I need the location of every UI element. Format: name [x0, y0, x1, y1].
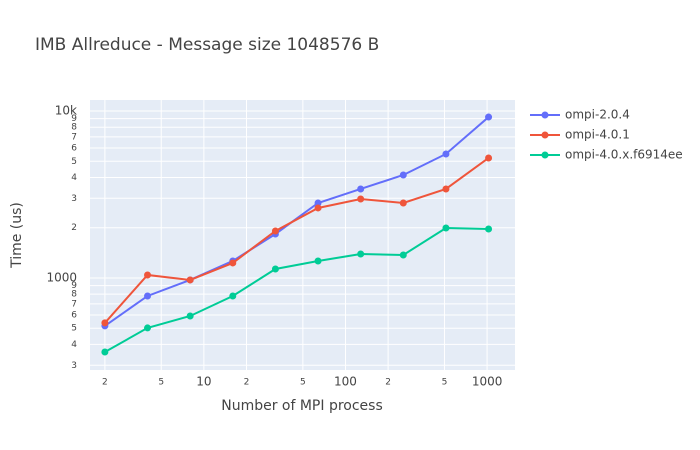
- data-point: [442, 150, 450, 158]
- x-tick-label: 2: [102, 378, 108, 388]
- legend-label: ompi-4.0.x.f6914ee: [565, 148, 683, 162]
- y-tick-label: 3: [71, 361, 77, 371]
- data-point: [144, 324, 152, 332]
- x-tick-label: 5: [300, 378, 306, 388]
- x-tick-label: 10: [196, 375, 211, 389]
- y-tick-label: 6: [71, 144, 77, 154]
- legend-marker: [541, 131, 549, 139]
- x-axis-label: Number of MPI process: [221, 398, 383, 414]
- x-tick-label: 5: [158, 378, 164, 388]
- legend-label: ompi-4.0.1: [565, 128, 630, 142]
- legend-marker: [541, 151, 549, 159]
- series-line: [104, 226, 489, 353]
- data-point: [357, 250, 365, 258]
- x-tick-label: 2: [385, 378, 391, 388]
- y-tick-label: 3: [71, 194, 77, 204]
- data-point: [101, 319, 109, 327]
- series-line: [104, 157, 490, 324]
- data-point: [314, 257, 322, 265]
- grid: [90, 100, 515, 370]
- y-tick-label: 10k: [55, 104, 77, 118]
- chart-title: IMB Allreduce - Message size 1048576 B: [35, 35, 379, 55]
- data-point: [144, 271, 152, 279]
- data-point: [357, 195, 365, 203]
- y-tick-label: 9: [71, 281, 77, 291]
- data-point: [271, 227, 279, 235]
- data-point: [229, 259, 237, 267]
- data-point: [399, 171, 407, 179]
- data-point: [442, 224, 450, 232]
- data-point: [229, 292, 237, 300]
- legend-label: ompi-2.0.4: [565, 108, 630, 122]
- y-tick-label: 7: [71, 299, 77, 309]
- legend-item: ompi-4.0.x.f6914ee: [530, 148, 683, 162]
- data-point: [271, 265, 279, 273]
- y-tick-label: 7: [71, 132, 77, 142]
- data-point: [186, 312, 194, 320]
- x-tick-label: 100: [334, 375, 357, 389]
- y-tick-label: 1000: [46, 270, 77, 284]
- data-point: [357, 185, 365, 193]
- data-point: [144, 292, 152, 300]
- y-axis-label: Time (us): [9, 202, 25, 269]
- y-tick-label: 4: [71, 173, 77, 183]
- legend-item: ompi-2.0.4: [530, 108, 630, 122]
- y-tick-label: 2: [71, 223, 77, 233]
- x-tick-label: 5: [442, 378, 448, 388]
- data-point: [399, 251, 407, 259]
- y-tick-label: 4: [71, 340, 77, 350]
- data-point: [314, 204, 322, 212]
- legend-marker: [541, 111, 549, 119]
- data-point: [485, 154, 493, 162]
- x-tick-label: 2: [244, 378, 250, 388]
- data-point: [485, 225, 493, 233]
- data-point: [314, 199, 322, 207]
- y-tick-label: 9: [71, 114, 77, 124]
- data-point: [485, 113, 493, 121]
- y-tick-label: 5: [71, 324, 77, 334]
- data-point: [101, 348, 109, 356]
- data-point: [399, 199, 407, 207]
- legend-item: ompi-4.0.1: [530, 128, 630, 142]
- data-point: [442, 185, 450, 193]
- y-tick-label: 6: [71, 310, 77, 320]
- x-tick-label: 1000: [472, 375, 503, 389]
- y-tick-label: 8: [71, 290, 77, 300]
- y-tick-label: 5: [71, 157, 77, 167]
- y-tick-label: 8: [71, 123, 77, 133]
- data-point: [186, 276, 194, 284]
